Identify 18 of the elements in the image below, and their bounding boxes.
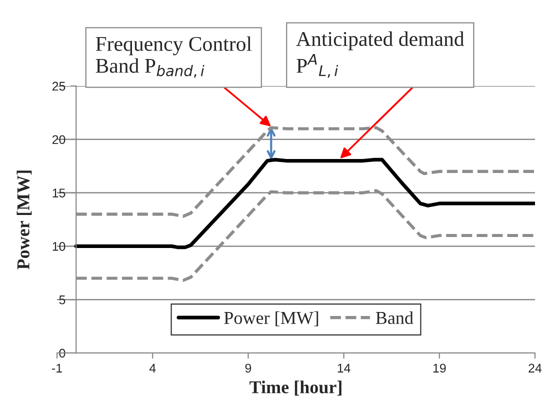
annotation: Anticipated demand P$^{A}$$_{L,i}$ — [296, 31, 464, 78]
x-tick-label: 9 — [245, 364, 252, 373]
y-tick-label: 25 — [52, 82, 66, 91]
x-tick-label: 4 — [149, 364, 156, 372]
x-tick-label: 24 — [528, 364, 542, 372]
y-tick-label: 5 — [59, 296, 66, 304]
annotation: Frequency Control Band P$_{band,i}$ — [96, 36, 252, 78]
legend-label: Band — [376, 311, 414, 324]
x-tick-label: 19 — [433, 364, 446, 373]
legend-label: Power [MW] — [224, 311, 318, 326]
x-axis-title: Time [hour] — [250, 380, 342, 396]
y-tick-label: 20 — [52, 135, 66, 144]
line-series — [74, 158, 535, 250]
x-tick-label: -1 — [52, 364, 62, 372]
y-tick-label: 15 — [52, 188, 66, 198]
y-axis-title: Power [MW] — [16, 170, 32, 270]
y-tick-label: 10 — [52, 242, 66, 251]
x-tick-label: 14 — [338, 364, 350, 372]
